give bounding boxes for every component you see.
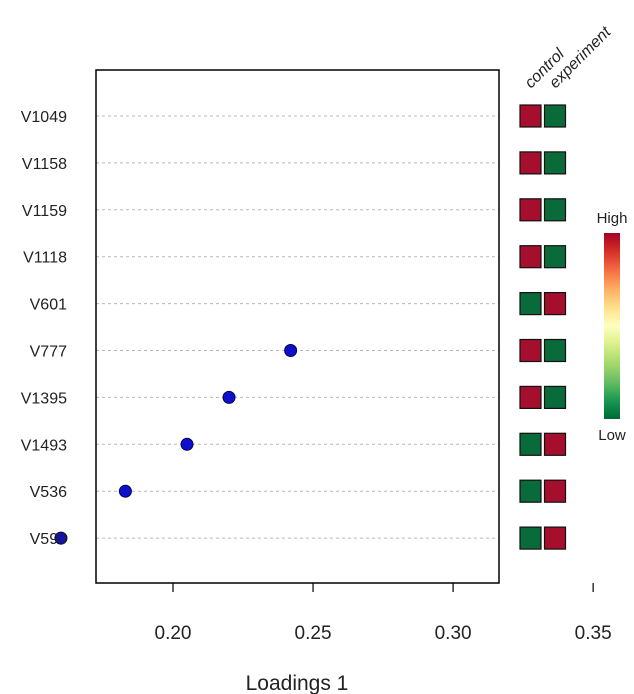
gridlines: [96, 115, 499, 539]
y-tick-label: V536: [30, 484, 67, 501]
contrib-box-control: [519, 432, 542, 456]
y-tick-labels: V1049 V1158 V1159 V1118 V601 V777 V1395 V1493 V5…: [21, 109, 67, 548]
y-tick-label: V1159: [22, 203, 67, 220]
data-point: [118, 484, 132, 498]
contrib-box-experiment: [543, 432, 567, 456]
x-tick-label: 0.20: [155, 623, 192, 644]
contrib-box-control: [519, 245, 542, 269]
contrib-box-experiment: [543, 151, 567, 175]
y-tick-label: V1118: [23, 250, 67, 267]
contrib-box-control: [519, 526, 542, 550]
x-axis: 0.200.250.300.350.40: [155, 583, 612, 644]
contrib-box-control: [519, 479, 542, 503]
contrib-box-experiment: [543, 338, 567, 363]
legend-high-label: High: [597, 210, 628, 227]
contrib-box-experiment: [543, 198, 567, 222]
y-tick-label: V777: [30, 344, 67, 361]
contrib-box-experiment: [543, 526, 567, 550]
y-tick-label: V590: [30, 531, 67, 548]
plot-frame: [95, 69, 500, 584]
data-point: [54, 531, 68, 545]
data-point: [180, 437, 194, 451]
y-tick-label: V1049: [21, 109, 67, 126]
contribution-boxes: [519, 104, 567, 550]
contrib-box-control: [519, 198, 542, 222]
y-tick-label: V601: [30, 297, 67, 314]
x-tick-label: 0.30: [435, 623, 472, 644]
color-legend: High Low: [597, 210, 628, 444]
data-point: [222, 390, 236, 404]
contrib-box-control: [519, 104, 542, 128]
x-tick-label: 0.25: [295, 623, 332, 644]
y-tick-label: V1493: [21, 437, 67, 454]
contrib-box-experiment: [543, 385, 567, 409]
contrib-box-control: [519, 385, 542, 409]
x-axis-label: Loadings 1: [246, 672, 349, 694]
contrib-box-control: [519, 151, 542, 175]
contrib-box-control: [519, 292, 542, 316]
y-tick-label: V1395: [21, 390, 67, 407]
legend-color-bar: [604, 233, 620, 419]
data-points: [54, 344, 298, 545]
y-tick-label: V1158: [22, 156, 67, 173]
contrib-box-experiment: [543, 245, 567, 269]
x-tick-label: 0.35: [575, 623, 612, 644]
contrib-box-experiment: [543, 292, 567, 316]
legend-low-label: Low: [598, 427, 626, 444]
contrib-box-control: [519, 338, 542, 363]
contrib-box-experiment: [543, 104, 567, 128]
data-point: [284, 344, 298, 357]
contrib-box-experiment: [543, 479, 567, 503]
